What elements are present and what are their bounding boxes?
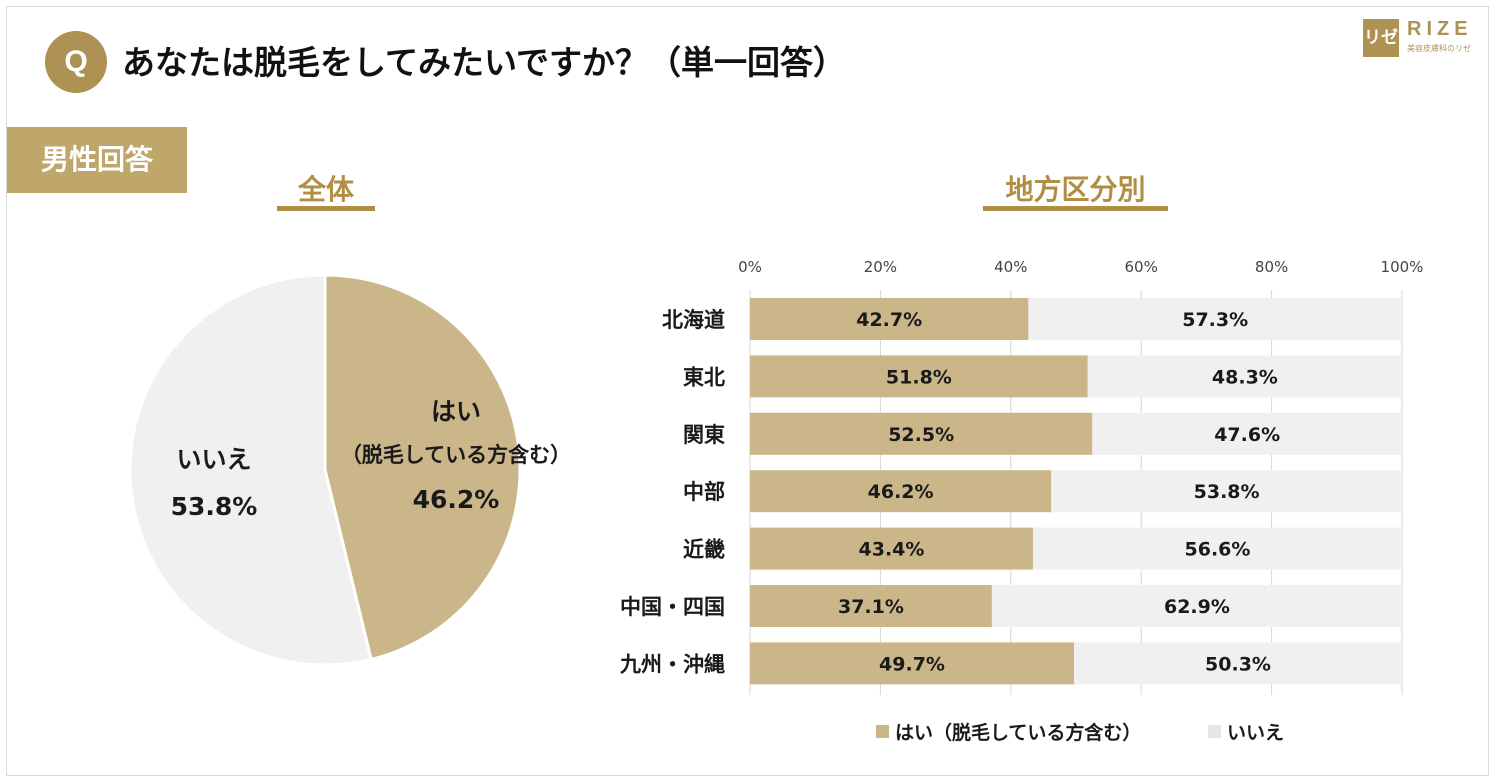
category-label: 中国・四国 (620, 595, 725, 619)
pie-value-no: 53.8% (171, 492, 258, 521)
bar-no (1087, 355, 1402, 398)
category-label: 東北 (683, 365, 725, 389)
bar-yes-value: 43.4% (859, 539, 925, 561)
bar-no-value: 50.3% (1205, 653, 1271, 675)
bar-no-value: 48.3% (1212, 366, 1278, 388)
bar-no (1032, 527, 1402, 570)
logo-subtitle: 美容皮膚科のリゼ (1407, 44, 1471, 53)
legend-label-yes: はい（脱毛している方含む） (895, 721, 1141, 744)
bar-yes (750, 527, 1033, 570)
bar-yes (750, 355, 1088, 398)
pie-heading: 全体 (297, 173, 354, 206)
legend-swatch-no (1208, 725, 1221, 738)
bar-no (1028, 298, 1402, 340)
pie-label-no: いいえ (176, 445, 251, 474)
pie-value-yes: 46.2% (413, 485, 500, 514)
bar-no (1092, 412, 1402, 455)
bar-yes (750, 470, 1052, 513)
bar-yes (750, 412, 1093, 455)
question-title: あなたは脱毛をしてみたいですか？（単一回答） (122, 43, 847, 82)
bar-yes (750, 585, 992, 627)
bar-no-value: 56.6% (1185, 539, 1251, 561)
pie-label-yes: はい (431, 397, 481, 426)
bar-no-value: 47.6% (1214, 424, 1280, 446)
logo-mark: リゼ (1363, 19, 1399, 57)
bar-no-value: 57.3% (1182, 309, 1248, 331)
slide-frame (6, 6, 1489, 776)
question-badge: Q (45, 31, 107, 93)
x-tick-label: 40% (994, 258, 1027, 276)
bar-no (1051, 470, 1402, 513)
category-label: 中部 (683, 480, 725, 504)
bar-yes-value: 49.7% (879, 653, 945, 675)
bar-yes-value: 37.1% (838, 596, 904, 618)
category-label: 関東 (683, 423, 725, 447)
bar-yes-value: 52.5% (888, 424, 954, 446)
bar-no (1074, 642, 1402, 685)
legend-swatch-yes (876, 725, 889, 738)
category-label: 北海道 (662, 308, 725, 332)
section-tag-male: 男性回答 (7, 127, 187, 193)
pie-heading-underline (277, 206, 375, 211)
bar-yes-value: 46.2% (868, 481, 934, 503)
category-label: 九州・沖縄 (619, 652, 725, 676)
bar-yes (750, 642, 1075, 685)
pie-sublabel-yes: （脱毛している方含む） (341, 443, 571, 467)
pie-slice-no (128, 273, 373, 667)
x-tick-label: 60% (1125, 258, 1158, 276)
pie-slice-yes (323, 273, 522, 662)
bar-yes (750, 298, 1029, 340)
bar-yes-value: 51.8% (886, 366, 952, 388)
x-tick-label: 20% (864, 258, 897, 276)
category-label: 近畿 (683, 538, 725, 562)
bar-no-value: 53.8% (1194, 481, 1260, 503)
x-tick-label: 100% (1381, 258, 1424, 276)
x-tick-label: 0% (738, 258, 762, 276)
bar-no (991, 585, 1402, 627)
legend-label-no: いいえ (1227, 722, 1284, 744)
bar-heading: 地方区分別 (1005, 173, 1146, 206)
bar-no-value: 62.9% (1164, 596, 1230, 618)
bar-heading-underline (983, 206, 1168, 211)
logo-wordmark: RIZE (1407, 18, 1473, 40)
bar-yes-value: 42.7% (856, 309, 922, 331)
x-tick-label: 80% (1255, 258, 1288, 276)
